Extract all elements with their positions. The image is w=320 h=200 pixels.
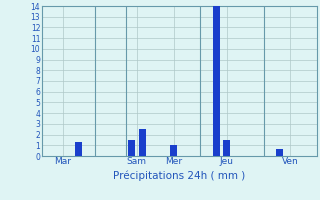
Bar xyxy=(75,142,82,156)
X-axis label: Précipitations 24h ( mm ): Précipitations 24h ( mm ) xyxy=(113,171,245,181)
Bar xyxy=(171,145,177,156)
Bar xyxy=(213,6,220,156)
Bar xyxy=(276,148,283,156)
Bar xyxy=(128,140,135,156)
Bar xyxy=(139,129,146,156)
Bar xyxy=(223,140,230,156)
